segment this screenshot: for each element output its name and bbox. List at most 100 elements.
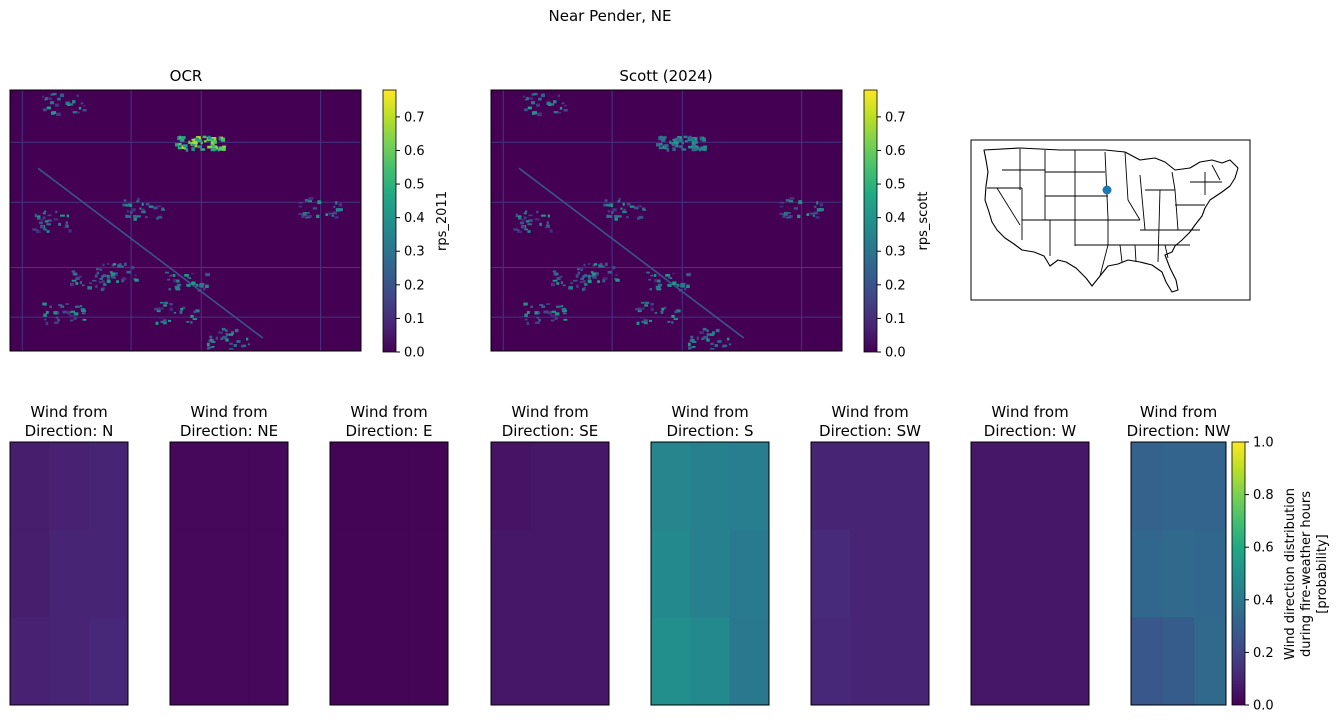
wind-cell: [170, 529, 210, 618]
heatmap-scott-pixel: [553, 111, 559, 114]
heatmap-ocr-pixel: [162, 321, 167, 325]
wind-cell: [408, 442, 449, 531]
heatmap-ocr-hotspot-pixel: [207, 135, 211, 140]
heatmap-scott-pixel: [513, 228, 518, 231]
heatmap-scott-hotspot-pixel: [681, 141, 684, 145]
heatmap-ocr-hotspot-pixel: [191, 138, 196, 141]
heatmap-scott-hotspot-pixel: [672, 138, 677, 141]
heatmap-scott-pixel: [580, 268, 584, 272]
colorbar-scott-tick-label: 0.4: [885, 211, 906, 226]
heatmap-ocr-pixel: [334, 215, 339, 219]
heatmap-ocr-pixel: [65, 101, 70, 106]
heatmap-scott-pixel: [634, 206, 639, 210]
heatmap-scott-pixel: [710, 342, 714, 345]
heatmap-scott-hotspot-pixel: [694, 148, 698, 151]
heatmap-ocr-pixel: [71, 283, 75, 286]
heatmap-scott-pixel: [672, 281, 677, 285]
state-borders: [987, 149, 1222, 277]
heatmap-ocr-pixel: [131, 265, 135, 270]
wind-panel-title-line2: Direction: W: [984, 422, 1077, 440]
heatmap-scott-pixel: [598, 264, 603, 268]
colorbar-wind-gradient: [1231, 441, 1246, 706]
heatmap-ocr-hotspot-pixel: [177, 146, 182, 150]
heatmap-ocr-pixel: [203, 287, 206, 291]
heatmap-scott-pixel: [657, 283, 663, 287]
heatmap-scott-pixel: [723, 344, 728, 348]
heatmap-scott-pixel: [536, 316, 540, 319]
heatmap-ocr-pixel: [42, 302, 47, 306]
heatmap-scott-pixel: [709, 333, 715, 336]
heatmap-ocr-pixel: [156, 205, 162, 208]
heatmap-ocr-hotspot-pixel: [191, 147, 195, 152]
heatmap-scott-hotspot-pixel: [679, 136, 682, 140]
heatmap-ocr-pixel: [60, 214, 65, 217]
heatmap-scott-pixel: [607, 210, 611, 213]
heatmap-ocr-pixel: [190, 321, 193, 324]
heatmap-ocr-pixel: [36, 215, 41, 218]
wind-cell: [88, 617, 129, 706]
heatmap-scott-pixel: [534, 311, 540, 315]
heatmap-ocr-pixel: [231, 331, 234, 335]
heatmap-ocr-hotspot-pixel: [219, 146, 223, 149]
heatmap-scott-pixel: [637, 205, 643, 208]
heatmap-ocr-hotspot-pixel: [174, 143, 180, 147]
heatmap-ocr-pixel: [234, 328, 239, 333]
heatmap-ocr-pixel: [102, 266, 106, 269]
heatmap-ocr-pixel: [317, 200, 321, 204]
heatmap-scott-pixel: [517, 217, 522, 220]
heatmap-ocr-pixel: [38, 221, 44, 225]
heatmap-scott-pixel: [540, 93, 546, 98]
colorbar-scott-tick-label: 0.3: [885, 245, 906, 260]
heatmap-ocr-pixel: [169, 274, 173, 277]
heatmap-ocr-pixel: [65, 303, 70, 305]
heatmap-scott-pixel: [678, 288, 683, 292]
heatmap-scott-pixel: [812, 214, 816, 217]
heatmap-ocr-pixel: [145, 202, 150, 206]
heatmap-scott-hotspot-pixel: [672, 147, 676, 152]
heatmap-scott-pixel: [689, 339, 692, 342]
heatmap-ocr-pixel: [52, 92, 57, 96]
heatmap-scott-pixel: [615, 278, 620, 282]
wind-cell: [569, 442, 610, 531]
heatmap-ocr-pixel: [47, 97, 53, 100]
heatmap-scott-pixel: [517, 215, 522, 218]
heatmap-ocr-pixel: [45, 321, 49, 326]
heatmap-scott-pixel: [588, 276, 591, 280]
colorbar-wind-tick-label: 0.4: [1253, 593, 1274, 608]
heatmap-ocr-pixel: [44, 210, 47, 213]
heatmap-ocr-pixel: [112, 263, 117, 266]
heatmap-scott-pixel: [648, 278, 652, 281]
heatmap-scott-pixel: [815, 215, 820, 219]
heatmap-ocr-pixel: [167, 319, 172, 322]
heatmap-ocr-pixel: [102, 274, 107, 278]
heatmap-scott-pixel: [592, 276, 598, 279]
heatmap-ocr-pixel: [42, 212, 46, 215]
heatmap-scott-pixel: [650, 274, 654, 277]
heatmap-scott-pixel: [534, 218, 540, 221]
wind-cell: [491, 617, 531, 706]
heatmap-ocr-pixel: [168, 288, 172, 291]
heatmap-ocr-pixel: [49, 101, 55, 105]
wind-cell: [1162, 442, 1195, 531]
heatmap-scott-pixel: [793, 207, 799, 210]
heatmap-ocr-hotspot-pixel: [211, 144, 216, 149]
heatmap-scott-pixel: [594, 272, 599, 274]
heatmap-scott-hotspot-pixel: [681, 148, 687, 151]
wind-panel-frame: [490, 441, 610, 706]
heatmap-ocr-pixel: [76, 94, 80, 98]
heatmap-scott-pixel: [645, 301, 650, 304]
heatmap-ocr-pixel: [106, 262, 110, 265]
wind-panel-title-line2: Direction: SE: [502, 422, 599, 440]
heatmap-ocr-pixel: [175, 288, 181, 291]
colorbar-wind: 0.0 0.2 0.4 0.6 0.8 1.0 Wind direction distri…: [1231, 436, 1330, 714]
heatmap-ocr-pixel: [65, 224, 69, 229]
heatmap-ocr-pixel: [32, 228, 37, 231]
heatmap-ocr-pixel: [225, 332, 229, 337]
wind-panel-title-line2: Direction: E: [345, 422, 432, 440]
heatmap-scott-pixel: [591, 275, 596, 277]
wind-panel-frame: [970, 441, 1090, 706]
heatmap-ocr-pixel: [122, 203, 128, 207]
heatmap-scott-pixel: [670, 277, 673, 279]
heatmap-ocr-pixel: [109, 271, 113, 274]
heatmap-scott-pixel: [552, 283, 556, 286]
